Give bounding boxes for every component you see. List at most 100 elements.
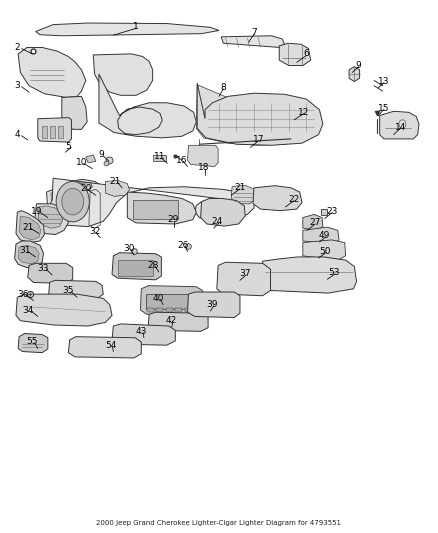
Polygon shape bbox=[18, 245, 39, 264]
Text: 34: 34 bbox=[22, 305, 33, 314]
Circle shape bbox=[62, 188, 84, 215]
Polygon shape bbox=[106, 180, 130, 196]
Polygon shape bbox=[349, 67, 360, 82]
Text: 15: 15 bbox=[378, 103, 390, 112]
Bar bbox=[42, 126, 47, 138]
Polygon shape bbox=[303, 227, 339, 244]
Text: 21: 21 bbox=[110, 177, 121, 186]
Polygon shape bbox=[16, 211, 44, 243]
Polygon shape bbox=[303, 240, 346, 260]
Text: 55: 55 bbox=[26, 337, 38, 346]
Text: 13: 13 bbox=[378, 77, 390, 86]
Polygon shape bbox=[380, 111, 419, 139]
Polygon shape bbox=[46, 179, 106, 224]
Text: 21: 21 bbox=[234, 183, 246, 192]
Text: 21: 21 bbox=[22, 223, 33, 232]
Polygon shape bbox=[231, 185, 256, 204]
Circle shape bbox=[56, 181, 89, 222]
Bar bbox=[147, 308, 153, 312]
Polygon shape bbox=[141, 286, 202, 316]
Polygon shape bbox=[99, 74, 196, 138]
Text: 9: 9 bbox=[356, 61, 362, 70]
Text: 54: 54 bbox=[105, 341, 117, 350]
Polygon shape bbox=[279, 43, 311, 66]
Polygon shape bbox=[217, 262, 271, 296]
Polygon shape bbox=[196, 85, 318, 146]
Text: 8: 8 bbox=[220, 83, 226, 92]
Text: 9: 9 bbox=[98, 150, 104, 159]
Bar bbox=[58, 126, 63, 138]
Text: 30: 30 bbox=[124, 244, 135, 253]
Text: 24: 24 bbox=[212, 217, 223, 227]
Text: 10: 10 bbox=[76, 158, 87, 167]
Polygon shape bbox=[49, 280, 103, 300]
Polygon shape bbox=[148, 312, 208, 332]
Polygon shape bbox=[201, 198, 245, 226]
Polygon shape bbox=[187, 292, 240, 318]
Text: 26: 26 bbox=[177, 241, 189, 250]
Text: 2000 Jeep Grand Cherokee Lighter-Cigar Lighter Diagram for 4793551: 2000 Jeep Grand Cherokee Lighter-Cigar L… bbox=[96, 520, 342, 526]
Text: 18: 18 bbox=[198, 163, 209, 172]
Text: 2: 2 bbox=[14, 43, 20, 52]
Bar bbox=[166, 308, 173, 312]
Bar bbox=[156, 308, 163, 312]
Text: 35: 35 bbox=[63, 286, 74, 295]
Polygon shape bbox=[18, 47, 86, 98]
Text: 19: 19 bbox=[31, 207, 42, 216]
Polygon shape bbox=[19, 216, 41, 240]
Polygon shape bbox=[152, 155, 166, 161]
Polygon shape bbox=[35, 204, 68, 235]
Bar bbox=[50, 126, 55, 138]
Text: 37: 37 bbox=[240, 270, 251, 278]
Text: 32: 32 bbox=[89, 227, 100, 236]
Text: 17: 17 bbox=[253, 135, 264, 144]
Text: 23: 23 bbox=[327, 207, 338, 216]
Text: 12: 12 bbox=[298, 108, 310, 117]
Polygon shape bbox=[35, 23, 219, 36]
Polygon shape bbox=[74, 182, 92, 190]
Text: 16: 16 bbox=[176, 156, 187, 165]
Text: 1: 1 bbox=[133, 22, 139, 31]
Text: 29: 29 bbox=[167, 215, 179, 224]
Text: 22: 22 bbox=[289, 195, 300, 204]
Text: 40: 40 bbox=[153, 294, 164, 303]
Polygon shape bbox=[221, 36, 285, 47]
Polygon shape bbox=[51, 182, 95, 220]
Text: 33: 33 bbox=[38, 264, 49, 273]
Polygon shape bbox=[68, 337, 141, 358]
Text: 11: 11 bbox=[154, 152, 166, 161]
Bar bbox=[175, 308, 182, 312]
Polygon shape bbox=[197, 83, 323, 146]
Polygon shape bbox=[48, 178, 255, 227]
Polygon shape bbox=[187, 146, 218, 166]
Text: 39: 39 bbox=[206, 300, 218, 309]
Text: 50: 50 bbox=[319, 247, 330, 256]
Bar bbox=[185, 308, 192, 312]
Text: 7: 7 bbox=[251, 28, 257, 37]
Text: 27: 27 bbox=[309, 219, 321, 228]
Bar bbox=[118, 260, 152, 276]
Polygon shape bbox=[253, 185, 302, 211]
Text: 5: 5 bbox=[66, 142, 71, 151]
Text: 36: 36 bbox=[18, 289, 29, 298]
Polygon shape bbox=[112, 253, 161, 280]
Polygon shape bbox=[38, 118, 71, 142]
Polygon shape bbox=[38, 206, 63, 228]
Polygon shape bbox=[112, 324, 175, 345]
Bar bbox=[133, 200, 178, 219]
Text: 53: 53 bbox=[328, 269, 340, 277]
Text: 20: 20 bbox=[80, 184, 92, 193]
Polygon shape bbox=[303, 214, 323, 230]
Text: 43: 43 bbox=[136, 327, 147, 336]
Polygon shape bbox=[262, 257, 357, 293]
Polygon shape bbox=[93, 54, 152, 95]
Text: 42: 42 bbox=[166, 316, 177, 325]
Text: 4: 4 bbox=[14, 130, 20, 139]
Polygon shape bbox=[28, 263, 73, 284]
Text: 6: 6 bbox=[304, 50, 309, 58]
Polygon shape bbox=[14, 241, 43, 268]
Polygon shape bbox=[16, 294, 112, 326]
Text: 3: 3 bbox=[14, 81, 20, 90]
Bar bbox=[146, 294, 196, 309]
Text: 28: 28 bbox=[148, 261, 159, 270]
